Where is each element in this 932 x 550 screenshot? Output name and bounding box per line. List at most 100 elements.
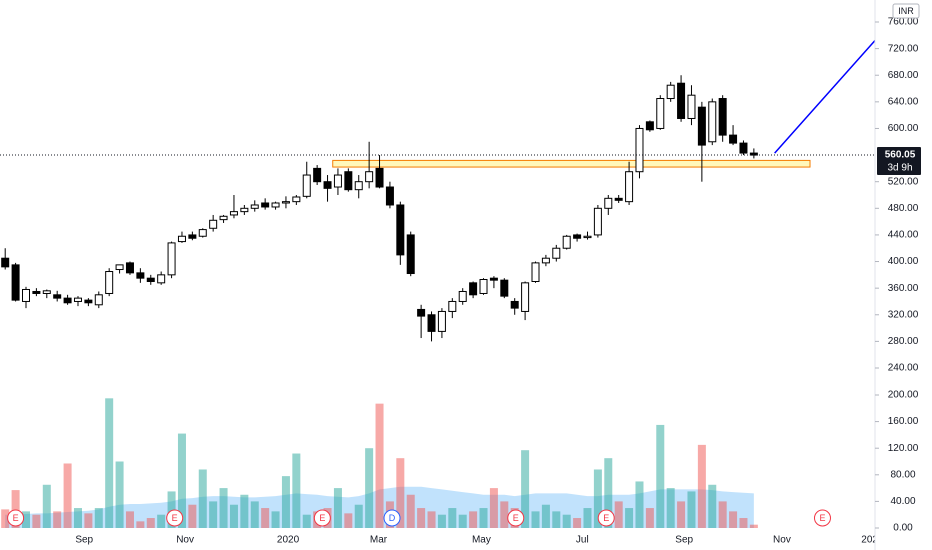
volume-bar [198, 469, 207, 528]
y-tick-label: 440.00 [888, 230, 919, 241]
candle-body [718, 98, 727, 136]
volume-bar [167, 491, 176, 528]
volume-bar [552, 511, 561, 528]
volume-bar [479, 508, 488, 528]
volume-bar [219, 488, 228, 528]
event-marker [7, 509, 25, 527]
volume-bar [32, 514, 41, 528]
candle-body [167, 242, 176, 276]
candle-body [635, 127, 644, 173]
candle-body [73, 297, 82, 302]
candle-body [448, 300, 457, 312]
candle-body [292, 196, 301, 203]
x-tick-label: Nov [176, 535, 194, 546]
candle-body [313, 167, 322, 183]
volume-tick-label: 0.00 [893, 523, 913, 534]
volume-bar [583, 508, 592, 528]
y-tick-label: 360.00 [888, 283, 919, 294]
volume-bar [281, 476, 290, 528]
candle-body [396, 204, 405, 256]
candle-body [365, 171, 374, 183]
candle-body [219, 215, 228, 221]
event-marker [166, 509, 184, 527]
candle-body [708, 101, 717, 143]
y-tick-label: 520.00 [888, 176, 919, 187]
volume-bar [396, 458, 405, 528]
candle-body [510, 300, 519, 309]
candle-body [84, 299, 93, 304]
x-tick-label: Nov [773, 535, 791, 546]
candle-body [656, 98, 665, 129]
event-marker [597, 509, 615, 527]
candle-body [541, 257, 550, 264]
volume-bar [188, 504, 197, 528]
candle-body [115, 264, 124, 271]
volume-bar [448, 508, 457, 528]
last-price-label: 560.05 [885, 150, 916, 161]
candle-body [229, 211, 238, 216]
x-tick-label: Sep [75, 535, 93, 546]
candle-body [323, 181, 332, 189]
volume-bar [562, 514, 571, 528]
candle-body [375, 167, 384, 188]
volume-bar [1, 509, 10, 528]
volume-bar [531, 511, 540, 528]
volume-bar [656, 424, 665, 528]
candle-body [625, 171, 634, 203]
volume-bar [593, 469, 602, 528]
volume-bar [292, 453, 301, 528]
volume-bar [125, 511, 134, 528]
volume-bar [749, 524, 758, 528]
candle-body [261, 202, 270, 208]
volume-bar [708, 484, 717, 528]
event-marker [813, 509, 831, 527]
volume-bar [375, 403, 384, 528]
volume-tick-label: 160.00 [888, 416, 919, 427]
currency-label: INR [898, 6, 914, 16]
volume-bar [614, 501, 623, 528]
volume-bar [53, 511, 62, 528]
candle-body [240, 207, 249, 213]
price-scale-bg [875, 0, 932, 550]
candle-body [583, 235, 592, 239]
volume-bar [261, 508, 270, 528]
event-label: E [13, 513, 19, 523]
candle-body [125, 262, 134, 274]
candle-body [94, 294, 103, 306]
candle-body [146, 277, 155, 282]
candle-body [32, 290, 41, 294]
y-tick-label: 760.00 [888, 17, 919, 28]
candle-body [593, 207, 602, 236]
event-label: E [603, 513, 609, 523]
candle-body [209, 219, 218, 229]
plot-area [0, 39, 875, 528]
volume-bar [333, 488, 342, 528]
candle-body [458, 290, 467, 302]
volume-bar [94, 508, 103, 528]
volume-bar [521, 450, 530, 528]
volume-bar [115, 461, 124, 528]
y-tick-label: 640.00 [888, 96, 919, 107]
volume-bar [427, 511, 436, 528]
candle-body [645, 121, 654, 131]
candle-body [177, 235, 186, 243]
volume-bar [718, 501, 727, 528]
volume-bar [209, 501, 218, 528]
event-marker [383, 509, 401, 527]
volume-bar [437, 514, 446, 528]
y-tick-label: 320.00 [888, 309, 919, 320]
volume-bar [729, 511, 738, 528]
candle-body [489, 277, 498, 281]
event-label: E [513, 513, 519, 523]
volume-bar [177, 433, 186, 528]
x-tick-label: Jul [576, 535, 589, 546]
event-label: E [319, 513, 325, 523]
volume-tick-label: 80.00 [890, 469, 915, 480]
candle-body [281, 201, 290, 204]
volume-bar [136, 521, 145, 528]
volume-bar [406, 494, 415, 528]
volume-bar [365, 448, 374, 528]
y-tick-label: 680.00 [888, 70, 919, 81]
candle-body [417, 308, 426, 317]
x-tick-label: 2020 [277, 535, 300, 546]
